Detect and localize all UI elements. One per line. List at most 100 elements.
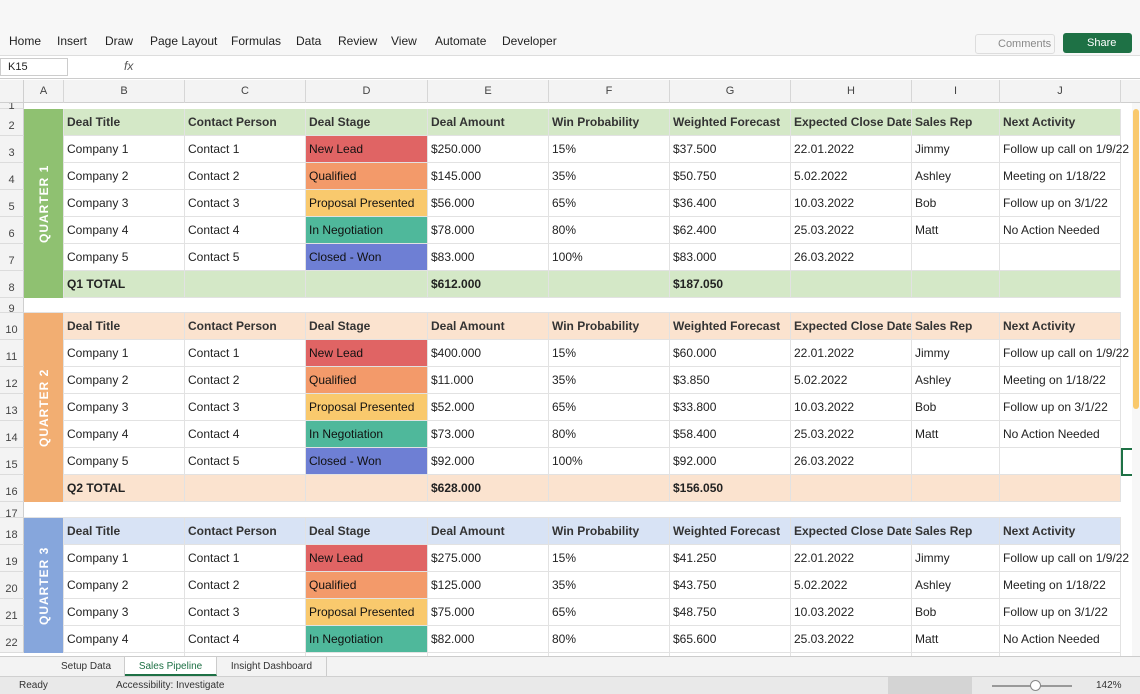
- view-buttons[interactable]: [888, 677, 972, 694]
- ribbon: Home Insert Draw Page Layout Formulas Data Rev…: [0, 0, 1140, 56]
- data-cell: $48.750: [670, 599, 791, 626]
- scroll-thumb[interactable]: [1133, 109, 1139, 409]
- data-cell: 80%: [549, 217, 670, 244]
- zoom-level: 142%: [1096, 680, 1122, 691]
- data-cell: $50.750: [670, 163, 791, 190]
- row-number: 9: [0, 298, 24, 315]
- data-cell: $11.000: [428, 367, 549, 394]
- data-cell: [306, 653, 428, 656]
- total-cell: [1000, 271, 1121, 298]
- row-number: 7: [0, 244, 24, 271]
- data-cell: $92.000: [428, 448, 549, 475]
- data-cell: 5.02.2022: [791, 163, 912, 190]
- total-cell: Q1 TOTAL: [64, 271, 185, 298]
- ribbon-tab[interactable]: Review: [338, 34, 378, 48]
- data-cell: No Action Needed: [1000, 626, 1121, 653]
- column-header: H: [791, 80, 912, 103]
- data-cell: Meeting on 1/18/22: [1000, 572, 1121, 599]
- stage-cell: Proposal Presented: [306, 190, 428, 217]
- ribbon-tab[interactable]: Draw: [105, 34, 134, 48]
- data-cell: Follow up on 3/1/22: [1000, 190, 1121, 217]
- data-cell: 65%: [549, 599, 670, 626]
- row-number: 13: [0, 394, 24, 421]
- row-number: 20: [0, 572, 24, 599]
- data-cell: Company 5: [64, 244, 185, 271]
- data-cell: 15%: [549, 340, 670, 367]
- data-cell: 26.03.2022: [791, 448, 912, 475]
- row-number: 15: [0, 448, 24, 475]
- data-cell: $58.400: [670, 421, 791, 448]
- data-cell: $36.400: [670, 190, 791, 217]
- stage-cell: New Lead: [306, 545, 428, 572]
- share-button[interactable]: Share: [1063, 33, 1132, 53]
- selected-cell[interactable]: [1121, 448, 1140, 476]
- total-cell: [912, 271, 1000, 298]
- data-cell: [64, 653, 185, 656]
- accessibility-status[interactable]: Accessibility: Investigate: [116, 680, 225, 691]
- total-cell: [306, 271, 428, 298]
- data-cell: Matt: [912, 421, 1000, 448]
- data-cell: $83.000: [428, 244, 549, 271]
- data-cell: 65%: [549, 394, 670, 421]
- ribbon-tab[interactable]: Automate: [435, 34, 487, 48]
- ribbon-tab[interactable]: Page Layout: [150, 34, 218, 48]
- data-cell: Follow up call on 1/9/22: [1000, 545, 1129, 572]
- ribbon-tab[interactable]: Data: [296, 34, 322, 48]
- sheet-tab[interactable]: Sales Pipeline: [125, 657, 217, 676]
- data-cell: $400.000: [428, 340, 549, 367]
- data-cell: Jimmy: [912, 340, 1000, 367]
- column-header: C: [185, 80, 306, 103]
- data-cell: Contact 1: [185, 136, 306, 163]
- data-cell: Company 4: [64, 421, 185, 448]
- data-cell: Company 3: [64, 599, 185, 626]
- quarter-label: QUARTER 3: [37, 546, 51, 625]
- sheet-tab[interactable]: Insight Dashboard: [217, 657, 327, 676]
- stage-cell: Proposal Presented: [306, 599, 428, 626]
- ribbon-tab[interactable]: Insert: [57, 34, 88, 48]
- add-sheet-button[interactable]: [335, 658, 349, 674]
- ribbon-tab[interactable]: Developer: [502, 34, 557, 48]
- data-cell: Ashley: [912, 163, 1000, 190]
- total-cell: [549, 271, 670, 298]
- stage-cell: In Negotiation: [306, 626, 428, 653]
- data-cell: Contact 4: [185, 626, 306, 653]
- total-cell: [306, 475, 428, 502]
- data-cell: No Action Needed: [1000, 421, 1121, 448]
- data-cell: 35%: [549, 163, 670, 190]
- stage-cell: New Lead: [306, 136, 428, 163]
- sheet-tab[interactable]: Setup Data: [48, 657, 125, 676]
- status-bar: Ready Accessibility: Investigate 142%: [0, 676, 1140, 694]
- grid: 1 2 3 4 5 6 7 8 9 10 11 12 13 14 15 16 17 18 19 20 21 22 QUART…: [0, 103, 1140, 656]
- data-cell: $83.000: [670, 244, 791, 271]
- data-cell: [1000, 244, 1121, 271]
- data-cell: $275.000: [428, 545, 549, 572]
- header-cell: Next Activity: [1000, 313, 1121, 340]
- data-cell: $145.000: [428, 163, 549, 190]
- quarter-band: QUARTER 3: [24, 518, 64, 653]
- data-cell: Contact 2: [185, 163, 306, 190]
- data-cell: Contact 4: [185, 421, 306, 448]
- name-box[interactable]: K15: [0, 58, 68, 76]
- data-cell: $37.500: [670, 136, 791, 163]
- data-cell: $125.000: [428, 572, 549, 599]
- zoom-thumb[interactable]: [1030, 680, 1041, 691]
- stage-cell: In Negotiation: [306, 421, 428, 448]
- row-number: 5: [0, 190, 24, 217]
- comments-button[interactable]: Comments: [975, 34, 1055, 54]
- data-cell: $82.000: [428, 626, 549, 653]
- ribbon-tab[interactable]: View: [391, 34, 417, 48]
- row-number: 6: [0, 217, 24, 244]
- data-cell: $62.400: [670, 217, 791, 244]
- data-cell: Company 4: [64, 217, 185, 244]
- header-cell: Deal Title: [64, 313, 185, 340]
- header-cell: Next Activity: [1000, 518, 1121, 545]
- ribbon-tab[interactable]: Home: [9, 34, 42, 48]
- column-header: G: [670, 80, 791, 103]
- row-number: 10: [0, 313, 24, 340]
- ribbon-tab[interactable]: Formulas: [231, 34, 282, 48]
- data-cell: Matt: [912, 217, 1000, 244]
- row-number: 16: [0, 475, 24, 502]
- data-cell: Meeting on 1/18/22: [1000, 163, 1121, 190]
- data-cell: Follow up on 3/1/22: [1000, 394, 1121, 421]
